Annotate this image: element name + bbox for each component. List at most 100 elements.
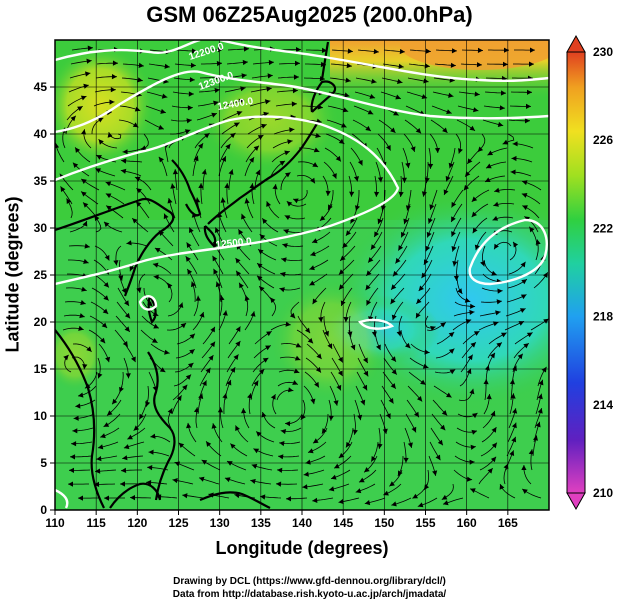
streamline-arrow	[529, 61, 534, 67]
streamline-arrow	[521, 279, 527, 285]
streamline-arrow	[359, 477, 365, 483]
streamline-arrow	[296, 47, 301, 53]
streamline-arrow	[352, 429, 358, 435]
streamline-arrow	[105, 193, 112, 199]
streamline-arrow	[424, 484, 430, 490]
x-tick-label: 135	[251, 516, 271, 530]
streamline-arrow	[305, 327, 311, 334]
streamline-arrow	[101, 322, 108, 328]
streamline-arrow	[451, 48, 457, 54]
streamline-arrow	[370, 244, 376, 250]
streamline-arrow	[437, 439, 443, 446]
streamline-arrow	[279, 160, 286, 166]
streamline-arrow	[416, 298, 422, 304]
streamline-arrow	[300, 414, 306, 420]
streamline-arrow	[434, 147, 441, 153]
streamline-arrow	[491, 427, 497, 433]
streamline-arrow	[319, 215, 326, 221]
streamline-arrow	[302, 484, 308, 490]
streamline-arrow	[215, 281, 221, 288]
colorbar-tick-label: 230	[593, 45, 613, 59]
streamline-arrow	[107, 410, 113, 416]
colorbar-tick-label: 210	[593, 486, 613, 500]
streamline-arrow	[392, 270, 399, 277]
streamline-arrow	[97, 372, 103, 379]
streamline-arrow	[201, 380, 207, 386]
streamline-arrow	[265, 345, 271, 351]
streamline-arrow	[310, 177, 315, 184]
streamline-arrow	[127, 434, 133, 440]
streamline-arrow	[471, 196, 478, 202]
streamline-arrow	[443, 189, 449, 195]
streamline-arrow	[63, 354, 69, 361]
streamline-arrow	[224, 477, 231, 483]
streamline-arrow	[217, 47, 223, 53]
y-tick-label: 25	[34, 268, 48, 282]
coast-sakhalin	[320, 41, 330, 81]
streamline-arrow	[512, 365, 517, 372]
streamline-arrow	[510, 393, 516, 399]
streamline-arrow	[526, 332, 533, 338]
streamline-arrow	[391, 284, 397, 290]
streamline-arrow	[524, 118, 530, 124]
streamline-arrow	[411, 426, 417, 433]
streamline-arrow	[377, 443, 383, 449]
x-tick-label: 165	[498, 516, 518, 530]
streamline-arrow	[509, 379, 515, 385]
streamline-arrow	[199, 312, 205, 318]
streamline-arrow	[471, 211, 477, 218]
streamline-arrow	[289, 312, 296, 319]
streamline-arrow	[136, 201, 142, 207]
streamline-arrow	[363, 370, 369, 377]
streamline-arrow	[86, 58, 92, 64]
streamline-arrow	[421, 272, 427, 279]
streamline-arrow	[342, 107, 349, 113]
streamline-arrow	[125, 373, 131, 379]
contour-small-3	[55, 488, 69, 509]
streamline-arrow	[382, 428, 388, 434]
streamline-arrow	[308, 448, 314, 454]
streamline-arrow	[130, 495, 135, 501]
streamline-arrow	[467, 354, 473, 361]
streamline-arrow	[81, 286, 87, 292]
streamline-arrow	[138, 62, 144, 68]
streamline-arrow	[71, 441, 77, 447]
streamline-arrow	[98, 139, 104, 145]
streamline-arrow	[328, 486, 335, 492]
streamline-arrow	[318, 317, 324, 323]
coastlines	[55, 41, 337, 509]
streamline-arrow	[388, 398, 394, 404]
streamline-arrow	[216, 60, 222, 67]
coast-japan-kyushu	[203, 225, 217, 248]
streamline-arrow	[364, 467, 370, 473]
streamline-arrow	[347, 48, 353, 54]
streamline-arrow	[412, 493, 418, 499]
streamline-arrow	[228, 169, 234, 175]
streamline-arrow	[451, 231, 456, 237]
streamline-arrow	[259, 286, 265, 292]
streamline-arrow	[133, 425, 140, 431]
streamline-arrow	[186, 242, 192, 248]
streamline-arrow	[312, 238, 318, 244]
streamline-arrow	[75, 403, 81, 409]
y-tick-label: 10	[34, 409, 48, 423]
streamline-arrow	[152, 262, 159, 268]
map-title: GSM 06Z25Aug2025 (200.0hPa)	[146, 2, 473, 27]
streamline-arrow	[511, 436, 517, 443]
coast-borneo	[109, 482, 162, 509]
streamline-arrow	[83, 202, 89, 208]
y-tick-labels: 0 5 10 15 20 25 30 35 40 45	[34, 80, 48, 517]
streamline-arrow	[338, 269, 345, 275]
streamline-arrow	[441, 494, 448, 500]
streamline-arrow	[126, 240, 132, 246]
streamline-arrow	[463, 184, 469, 191]
streamline-arrow	[213, 268, 219, 275]
y-tick-label: 15	[34, 362, 48, 376]
streamline-arrow	[377, 218, 383, 225]
streamline-arrow	[262, 218, 268, 224]
streamline-arrow	[446, 392, 452, 398]
streamline-arrow	[213, 100, 219, 106]
streamline-arrow	[486, 163, 492, 169]
streamline-arrow	[233, 354, 239, 360]
streamline-arrow	[344, 92, 350, 98]
